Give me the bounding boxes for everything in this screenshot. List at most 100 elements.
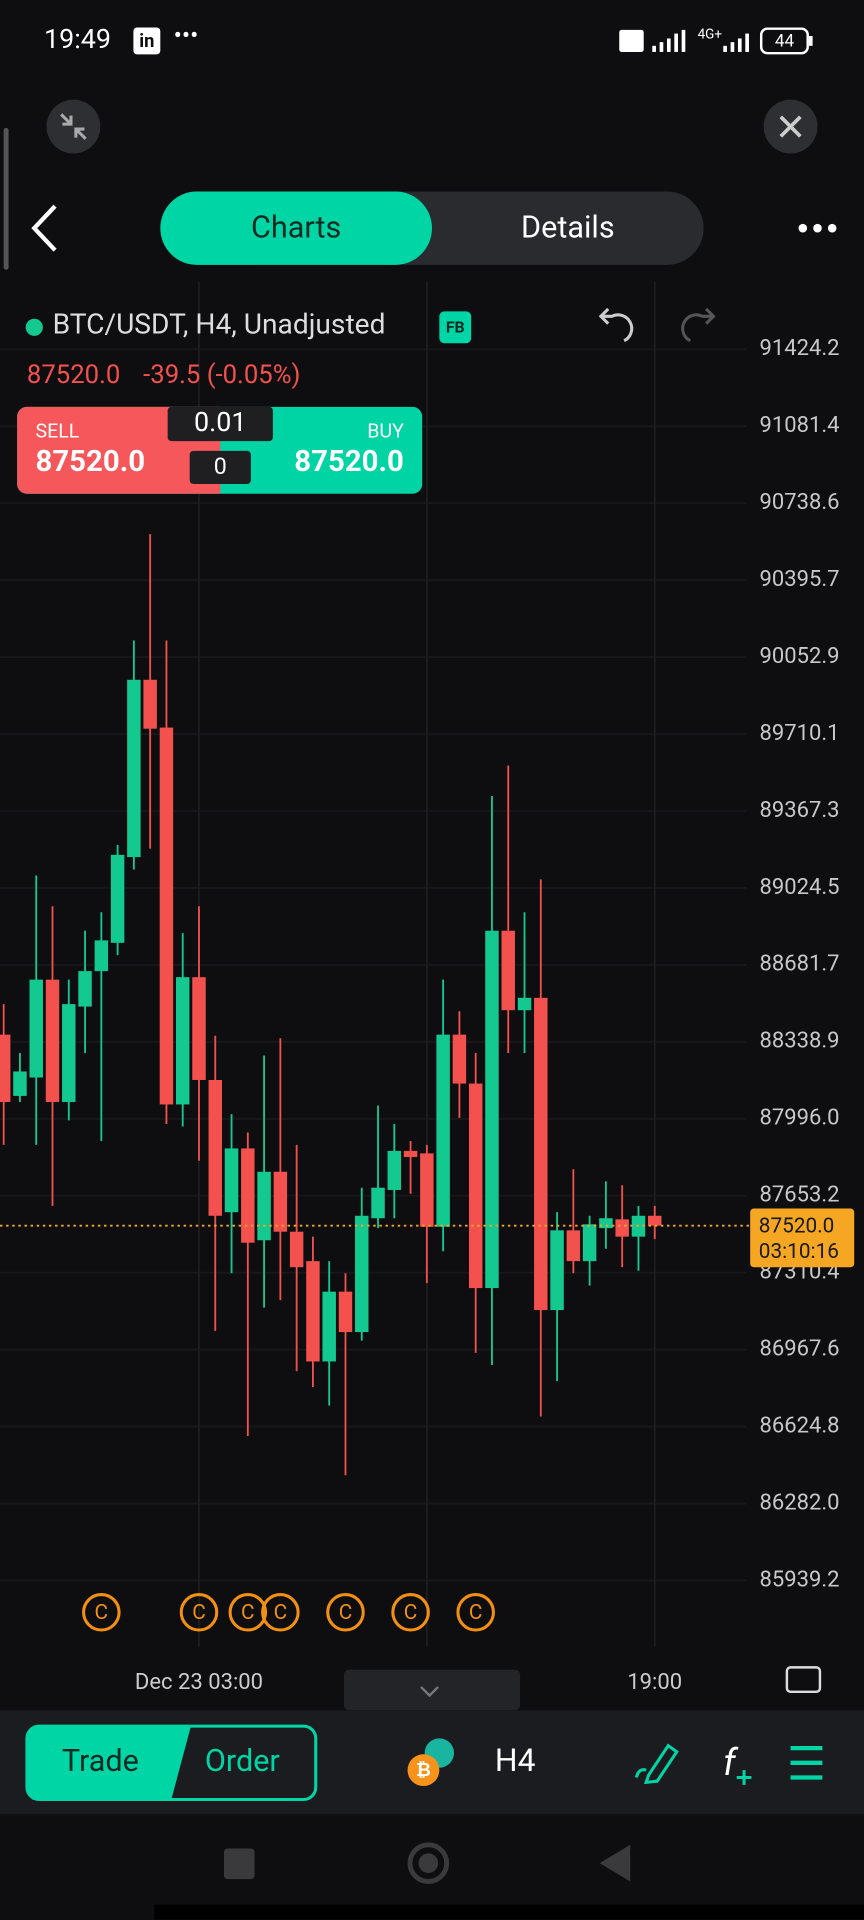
battery-icon — [759, 27, 809, 55]
y-tick-label: 91424.2 — [759, 336, 839, 361]
y-tick-label: 87996.0 — [759, 1106, 839, 1131]
draw-tool[interactable] — [634, 1743, 679, 1785]
symbol-name: BTC/USDT, H4, Unadjusted — [53, 308, 386, 341]
lot-size[interactable]: 0.01 — [194, 406, 246, 438]
sell-price[interactable]: 87520.0 — [35, 445, 145, 479]
back-button[interactable] — [31, 204, 57, 252]
battery-level: 44 — [775, 32, 795, 52]
timeframe[interactable]: H4 — [495, 1741, 536, 1779]
candle-body — [371, 1187, 385, 1219]
nav-recent[interactable] — [223, 1848, 255, 1880]
bottom-strip — [154, 1904, 864, 1920]
x-tick-label: 19:00 — [627, 1670, 682, 1695]
candle-body — [517, 997, 532, 1011]
candle-body — [550, 1230, 564, 1311]
event-label: C — [274, 1601, 288, 1625]
indicator-tool[interactable]: f — [723, 1741, 739, 1784]
handle-arrow — [420, 1686, 439, 1698]
buy-price[interactable]: 87520.0 — [294, 445, 404, 479]
candle-body — [45, 979, 60, 1102]
fullscreen-icon[interactable] — [785, 1666, 822, 1694]
event-label: C — [192, 1601, 206, 1625]
minimize-icon — [60, 113, 87, 140]
order-button[interactable]: Order — [205, 1744, 280, 1779]
count: 0 — [214, 452, 227, 480]
tab-charts-active[interactable] — [160, 191, 433, 265]
y-tick-label: 89710.1 — [759, 721, 839, 746]
event-marker — [326, 1593, 365, 1632]
candle-body — [355, 1215, 369, 1333]
tab-details[interactable]: Details — [521, 210, 615, 245]
candle-body — [420, 1153, 434, 1227]
candle-body — [241, 1148, 255, 1243]
event-label: C — [95, 1601, 109, 1625]
candle-body — [485, 930, 499, 1289]
candle-body — [13, 1071, 27, 1096]
linkedin-glyph: in — [139, 31, 154, 52]
candle-body — [338, 1291, 353, 1333]
y-tick-label: 89367.3 — [759, 798, 839, 823]
trade-active[interactable] — [26, 1726, 191, 1800]
event-marker — [179, 1593, 219, 1632]
y-tick-label: 88338.9 — [759, 1029, 839, 1054]
candle-body — [599, 1218, 613, 1229]
candle-body — [615, 1219, 629, 1237]
status-time: 19:49 — [44, 23, 111, 55]
y-tick-label: 89024.5 — [759, 875, 839, 900]
sell-label[interactable]: SELL — [35, 420, 79, 443]
buy-label[interactable]: BUY — [367, 420, 404, 443]
candle-body — [257, 1171, 271, 1241]
scroll-handle[interactable] — [343, 1669, 521, 1711]
network-type: 4G+ — [698, 27, 723, 42]
event-marker — [391, 1593, 430, 1632]
close-icon — [779, 115, 802, 138]
nav-home[interactable] — [407, 1842, 450, 1884]
nav-home-dot — [418, 1853, 439, 1873]
more-button[interactable] — [798, 223, 837, 233]
bitcoin-icon[interactable] — [407, 1754, 440, 1787]
candle-body — [175, 977, 190, 1105]
candle-body — [534, 997, 548, 1311]
last-price: 87520.0 — [27, 360, 120, 390]
event-label: C — [241, 1601, 255, 1625]
candle-body — [273, 1171, 288, 1232]
event-marker — [82, 1593, 121, 1632]
candle-body — [208, 1079, 222, 1216]
current-price-box — [750, 1208, 855, 1268]
indicator-plus — [736, 1770, 752, 1785]
minimize-button[interactable] — [46, 99, 101, 154]
chart: 91424.2 91081.4 90738.6 90395.7 90052.9 89710… — [0, 282, 855, 1695]
x-tick-label: Dec 23 03:00 — [135, 1670, 263, 1695]
candle-body — [224, 1148, 239, 1213]
candle-body — [289, 1231, 304, 1268]
badge-box — [439, 311, 472, 344]
menu-button[interactable] — [790, 1745, 823, 1780]
nav-back[interactable] — [599, 1844, 631, 1882]
candle-body — [78, 971, 92, 1007]
price-change: -39.5 (-0.05%) — [143, 360, 300, 390]
candle-body — [29, 979, 43, 1078]
candle-body — [62, 1004, 76, 1102]
undo-button[interactable] — [598, 307, 634, 343]
count-box — [189, 450, 251, 484]
candle-body — [322, 1291, 336, 1362]
trade-button[interactable]: Trade — [62, 1744, 139, 1779]
candle-body — [159, 727, 174, 1105]
candle-body — [468, 1083, 483, 1289]
y-tick-label: 86967.6 — [759, 1336, 839, 1361]
symbol-badge: FB — [446, 318, 465, 337]
lot-box[interactable] — [167, 406, 273, 442]
event-marker — [456, 1593, 495, 1632]
candle-body — [436, 1034, 450, 1227]
redo-button[interactable] — [681, 307, 716, 343]
candle-body — [0, 1034, 11, 1102]
event-marker — [261, 1593, 300, 1632]
event-label: C — [339, 1601, 353, 1625]
tab-charts[interactable]: Charts — [251, 210, 341, 245]
signal-icon-2 — [723, 33, 749, 52]
candle-body — [501, 930, 515, 1011]
linkedin-icon — [133, 27, 161, 55]
y-tick-label: 86624.8 — [759, 1413, 839, 1438]
candle-body — [192, 977, 206, 1080]
